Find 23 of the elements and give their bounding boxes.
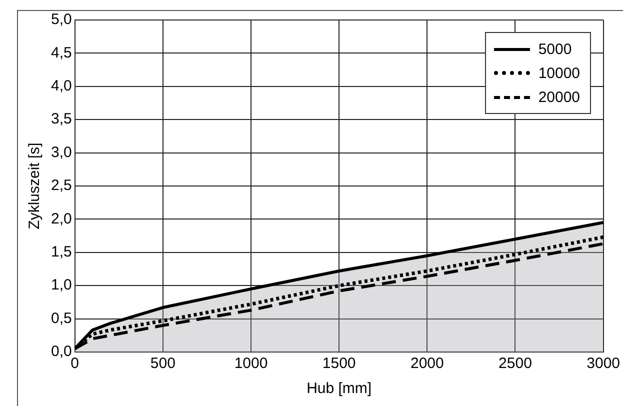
- x-axis-title: Hub [mm]: [306, 380, 372, 398]
- legend-label: 20000: [538, 88, 580, 106]
- legend-label: 10000: [538, 64, 580, 82]
- x-tick-label: 0: [70, 355, 80, 372]
- x-tick-label: 2000: [410, 355, 444, 372]
- x-tick-label: 500: [150, 355, 176, 372]
- legend-label: 5000: [538, 40, 572, 58]
- y-tick-label: 5,0: [50, 11, 72, 28]
- y-tick-label: 2,5: [50, 177, 72, 194]
- y-tick-label: 1,5: [50, 244, 72, 261]
- y-tick-label: 0,0: [50, 343, 72, 360]
- y-tick-label: 3,5: [50, 110, 72, 128]
- y-tick-label: 0,5: [50, 310, 72, 327]
- y-tick-label: 2,0: [50, 210, 72, 228]
- y-tick-label: 4,5: [50, 44, 72, 62]
- y-axis-title: Zykluszeit [s]: [26, 142, 44, 230]
- x-tick-label: 2500: [498, 355, 532, 372]
- x-tick-label: 3000: [586, 355, 620, 372]
- y-tick-label: 3,0: [50, 144, 72, 161]
- x-tick-label: 1000: [234, 355, 268, 372]
- y-tick-label: 1,0: [50, 276, 72, 294]
- x-tick-label: 1500: [322, 355, 356, 372]
- y-tick-label: 4,0: [50, 78, 72, 95]
